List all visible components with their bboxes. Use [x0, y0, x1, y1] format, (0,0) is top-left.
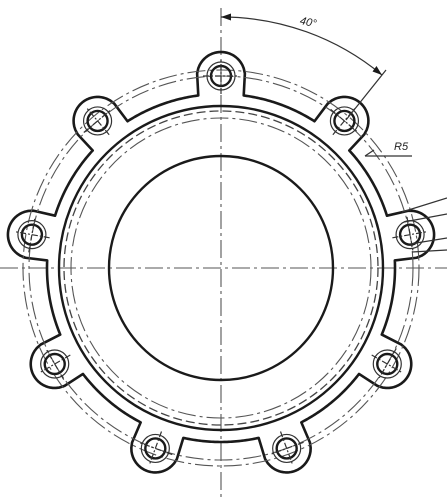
radius-label: R5 — [394, 141, 409, 153]
bolt-hole-bore — [86, 109, 109, 133]
bolt-hole-radial-mark — [14, 230, 50, 239]
angle-arrow-right — [372, 66, 382, 75]
right-leader-line-1 — [401, 197, 447, 213]
right-leader-line-3 — [409, 237, 447, 245]
bolt-hole — [82, 106, 113, 136]
bore-circle — [107, 154, 335, 382]
bolt-hole-radial-mark — [279, 431, 294, 466]
bolt-hole-chamfer — [372, 349, 402, 379]
bolt-hole — [14, 216, 50, 253]
bolt-hole — [269, 431, 304, 466]
bolt-hole-bore — [398, 223, 422, 246]
bolt-hole-bore — [20, 223, 44, 246]
bolt-hole-tangent-mark — [330, 108, 359, 133]
angle-arrow-left — [221, 13, 231, 21]
bolt-hole-radial-mark — [148, 431, 163, 466]
bolt-hole-chamfer — [82, 106, 113, 136]
right-leader-line-4 — [411, 249, 447, 253]
bolt-hole-bore — [376, 352, 399, 376]
angle-extension-line — [345, 69, 387, 121]
bolt-hole — [392, 216, 428, 253]
bolt-hole — [329, 106, 360, 136]
right-leader-lines — [401, 197, 447, 253]
radius-leader-arrow-line — [364, 149, 375, 157]
right-leader-line-2 — [403, 213, 447, 223]
bolt-hole-chamfer — [329, 106, 360, 136]
bolt-hole-chamfer — [40, 349, 70, 379]
bolt-hole-bore — [333, 109, 356, 133]
bolt-hole-chamfer — [140, 433, 170, 464]
bolt-hole — [371, 348, 404, 380]
bolt-hole-tangent-mark — [83, 108, 112, 133]
bolt-hole-radial-mark — [392, 230, 428, 239]
angle-label: 40° — [299, 15, 318, 30]
bolt-hole — [203, 58, 239, 94]
bolt-holes — [14, 58, 428, 466]
hidden-circle — [63, 110, 379, 426]
inner-reference-circle — [70, 117, 372, 419]
bolt-hole-bore — [43, 352, 66, 376]
raised-face-circle — [57, 104, 385, 432]
angle-dimension-arc — [220, 16, 383, 76]
bolt-hole-bore — [144, 437, 167, 460]
angle-dimension: 40° — [220, 13, 387, 121]
flange-outline — [6, 50, 436, 474]
bolt-hole-chamfer — [272, 433, 302, 464]
radius-leader: R5 — [364, 141, 412, 157]
bolt-hole — [38, 348, 71, 380]
bolt-hole — [138, 431, 173, 466]
bolt-hole-bore — [275, 437, 298, 460]
bolt-hole-chamfer — [17, 220, 47, 250]
